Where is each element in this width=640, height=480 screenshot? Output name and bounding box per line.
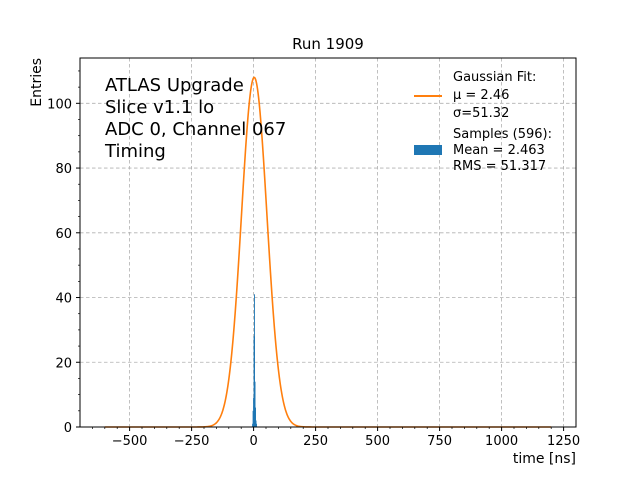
x-tick-label: 500 <box>365 434 390 449</box>
y-tick-label: 100 <box>47 97 72 112</box>
annotation-line: ATLAS Upgrade <box>105 75 244 96</box>
histogram-bar <box>254 294 255 427</box>
histogram-bar <box>256 423 257 427</box>
histogram-bar <box>253 397 255 427</box>
histogram-bar <box>253 336 255 427</box>
x-tick-label: 1000 <box>485 434 518 449</box>
annotation-line: ADC 0, Channel 067 <box>105 119 286 140</box>
histogram-bar <box>255 407 256 427</box>
axis-ticks: −500 −250 0 250 500 750 1000 1250 0 20 40 60 80 100 <box>47 70 580 449</box>
legend-samples-swatch <box>414 145 442 155</box>
annotation-block: ATLAS Upgrade Slice v1.1 lo ADC 0, Chann… <box>104 75 286 162</box>
histogram-bar <box>254 381 256 427</box>
histogram-bars <box>252 294 257 427</box>
x-tick-label: −250 <box>174 434 210 449</box>
x-axis-label: time [ns] <box>513 451 576 467</box>
x-tick-label: −500 <box>112 434 148 449</box>
histogram-bar <box>252 410 254 427</box>
annotation-line: Slice v1.1 lo <box>105 97 214 118</box>
chart-title: Run 1909 <box>292 35 364 53</box>
legend-samples-line: Mean = 2.463 <box>453 143 545 158</box>
x-tick-label: 250 <box>303 434 328 449</box>
x-tick-label: 1250 <box>547 434 580 449</box>
y-tick-label: 0 <box>64 421 72 436</box>
legend-samples-line: Samples (596): <box>453 127 552 142</box>
legend-fit-line: Gaussian Fit: <box>453 70 536 85</box>
legend: Gaussian Fit: μ = 2.46 σ=51.32 Samples (… <box>414 70 552 174</box>
x-tick-label: 0 <box>249 434 257 449</box>
histogram-bar <box>255 420 257 427</box>
legend-samples-line: RMS = 51.317 <box>453 159 546 174</box>
histogram-bar <box>252 423 254 427</box>
y-tick-label: 60 <box>55 227 72 242</box>
y-tick-label: 20 <box>55 356 72 371</box>
y-tick-label: 80 <box>55 162 72 177</box>
legend-fit-line: μ = 2.46 <box>453 88 509 103</box>
y-axis-label: Entries <box>29 58 45 107</box>
x-tick-label: 750 <box>427 434 452 449</box>
annotation-line: Timing <box>104 141 166 162</box>
legend-fit-line: σ=51.32 <box>453 106 509 121</box>
y-tick-label: 40 <box>55 292 72 307</box>
